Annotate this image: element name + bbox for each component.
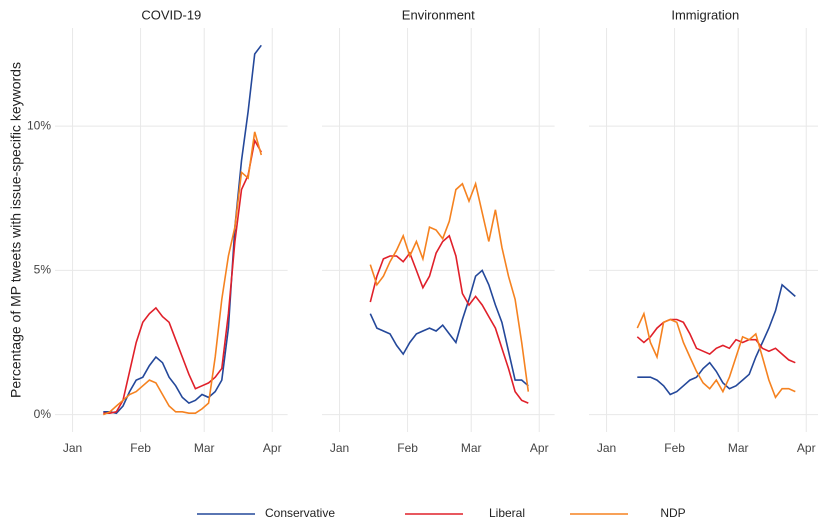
line xyxy=(369,234,529,404)
x-tick-label: Mar xyxy=(194,441,215,455)
legend-label: NDP xyxy=(660,506,685,520)
x-tick-label: Feb xyxy=(397,441,418,455)
line xyxy=(636,318,796,364)
x-tick-label: Apr xyxy=(263,441,282,455)
x-tick-label: Apr xyxy=(797,441,816,455)
legend-label: Conservative xyxy=(265,506,335,520)
line xyxy=(103,138,262,414)
facet-title: COVID-19 xyxy=(141,7,201,22)
facet-title: Immigration xyxy=(671,7,739,22)
legend-label: Liberal xyxy=(489,506,525,520)
y-tick-label: 0% xyxy=(34,407,52,421)
y-tick-label: 5% xyxy=(34,263,52,277)
line xyxy=(102,131,263,416)
x-tick-label: Mar xyxy=(461,441,482,455)
y-tick-label: 10% xyxy=(27,118,51,132)
x-tick-label: Jan xyxy=(330,441,349,455)
x-tick-label: Jan xyxy=(597,441,616,455)
x-tick-label: Mar xyxy=(728,441,749,455)
x-tick-label: Feb xyxy=(664,441,685,455)
line xyxy=(369,269,529,387)
line xyxy=(636,311,796,400)
line xyxy=(637,283,796,396)
x-tick-label: Apr xyxy=(530,441,549,455)
x-tick-label: Feb xyxy=(130,441,151,455)
x-tick-label: Jan xyxy=(63,441,82,455)
facet-title: Environment xyxy=(402,7,475,22)
y-axis-label: Percentage of MP tweets with issue-speci… xyxy=(8,62,24,398)
line xyxy=(369,181,530,392)
